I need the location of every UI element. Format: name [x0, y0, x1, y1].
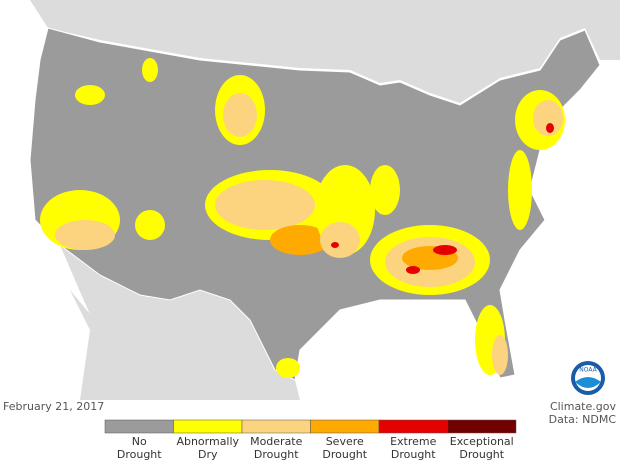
legend: NoDroughtAbnormallyDryModerateDroughtSev…: [104, 419, 517, 461]
legend-swatch: [447, 419, 517, 434]
drought-area: [370, 165, 400, 215]
canada: [0, 0, 620, 103]
legend-swatch: [173, 419, 243, 434]
legend-swatch: [104, 419, 174, 434]
legend-label: Dry: [198, 448, 218, 461]
legend-label: Abnormally: [176, 435, 239, 448]
mexico: [60, 245, 300, 400]
legend-label: Drought: [391, 448, 436, 461]
drought-area: [533, 100, 563, 136]
drought-area: [135, 210, 165, 240]
drought-area: [215, 180, 315, 230]
credit: Data: NDMC: [549, 413, 617, 426]
drought-area: [75, 85, 105, 105]
legend-label: Exceptional: [450, 435, 514, 448]
noaa-logo: NOAA: [571, 361, 605, 395]
credit: Climate.gov: [550, 400, 617, 413]
logo-wave: [575, 377, 601, 388]
drought-area: [223, 93, 257, 137]
drought-area: [492, 335, 508, 375]
drought-area: [508, 150, 532, 230]
drought-area: [142, 58, 158, 82]
legend-swatch: [241, 419, 311, 434]
drought-area: [270, 225, 330, 255]
drought-area: [406, 266, 420, 274]
legend-label: Moderate: [250, 435, 303, 448]
drought-area: [433, 245, 457, 255]
date: February 21, 2017: [3, 400, 104, 413]
logo-text: NOAA: [579, 367, 597, 374]
legend-label: Extreme: [390, 435, 437, 448]
legend-label: Severe: [326, 435, 364, 448]
drought-area: [276, 358, 300, 378]
legend-label: Drought: [117, 448, 162, 461]
drought-areas: [40, 58, 565, 378]
drought-area: [546, 123, 554, 133]
legend-swatch: [378, 419, 448, 434]
drought-area: [55, 220, 115, 250]
legend-swatch: [310, 419, 380, 434]
legend-label: Drought: [459, 448, 504, 461]
legend-label: No: [132, 435, 147, 448]
drought-area: [320, 222, 360, 258]
legend-label: Drought: [322, 448, 367, 461]
drought-area: [331, 242, 339, 248]
legend-label: Drought: [254, 448, 299, 461]
